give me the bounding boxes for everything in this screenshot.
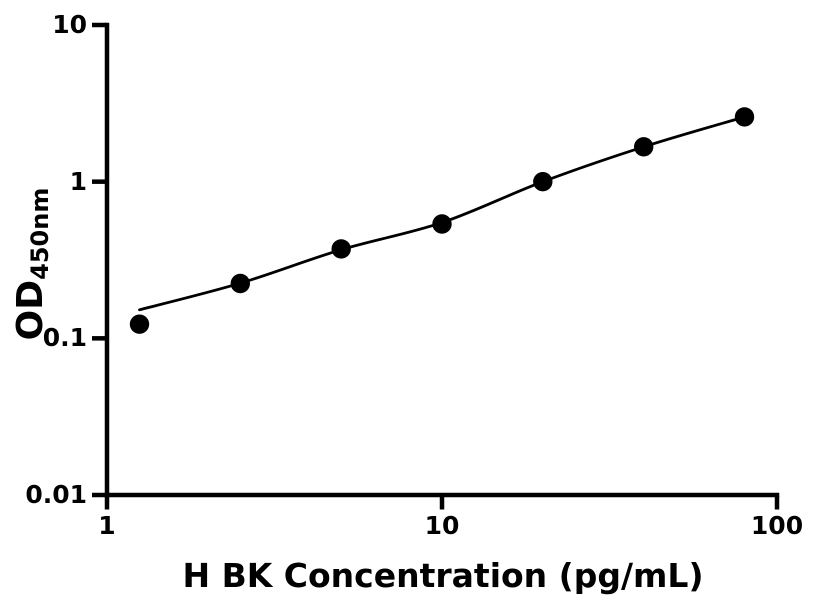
- data-point: [734, 107, 755, 127]
- x-tick-label: 10: [424, 511, 460, 540]
- y-axis-title-main: OD: [10, 279, 51, 341]
- data-point: [230, 273, 250, 294]
- x-tick-label: 100: [750, 511, 804, 540]
- data-point: [432, 214, 452, 234]
- fit-curve: [138, 115, 746, 312]
- y-tick-label: 0.01: [25, 480, 87, 509]
- y-tick-label: 10: [52, 10, 87, 39]
- y-axis-title-subscript: 450nm: [26, 187, 54, 280]
- x-tick-label: 1: [98, 511, 116, 540]
- data-point: [331, 239, 351, 259]
- y-tick-label: 1: [69, 166, 87, 196]
- data-point: [634, 137, 654, 157]
- x-axis-title: H BK Concentration (pg/mL): [182, 556, 704, 595]
- y-tick-label: 0.1: [42, 323, 87, 353]
- y-axis-title: OD450nm: [10, 188, 54, 341]
- data-point: [129, 314, 150, 334]
- data-point: [533, 172, 553, 192]
